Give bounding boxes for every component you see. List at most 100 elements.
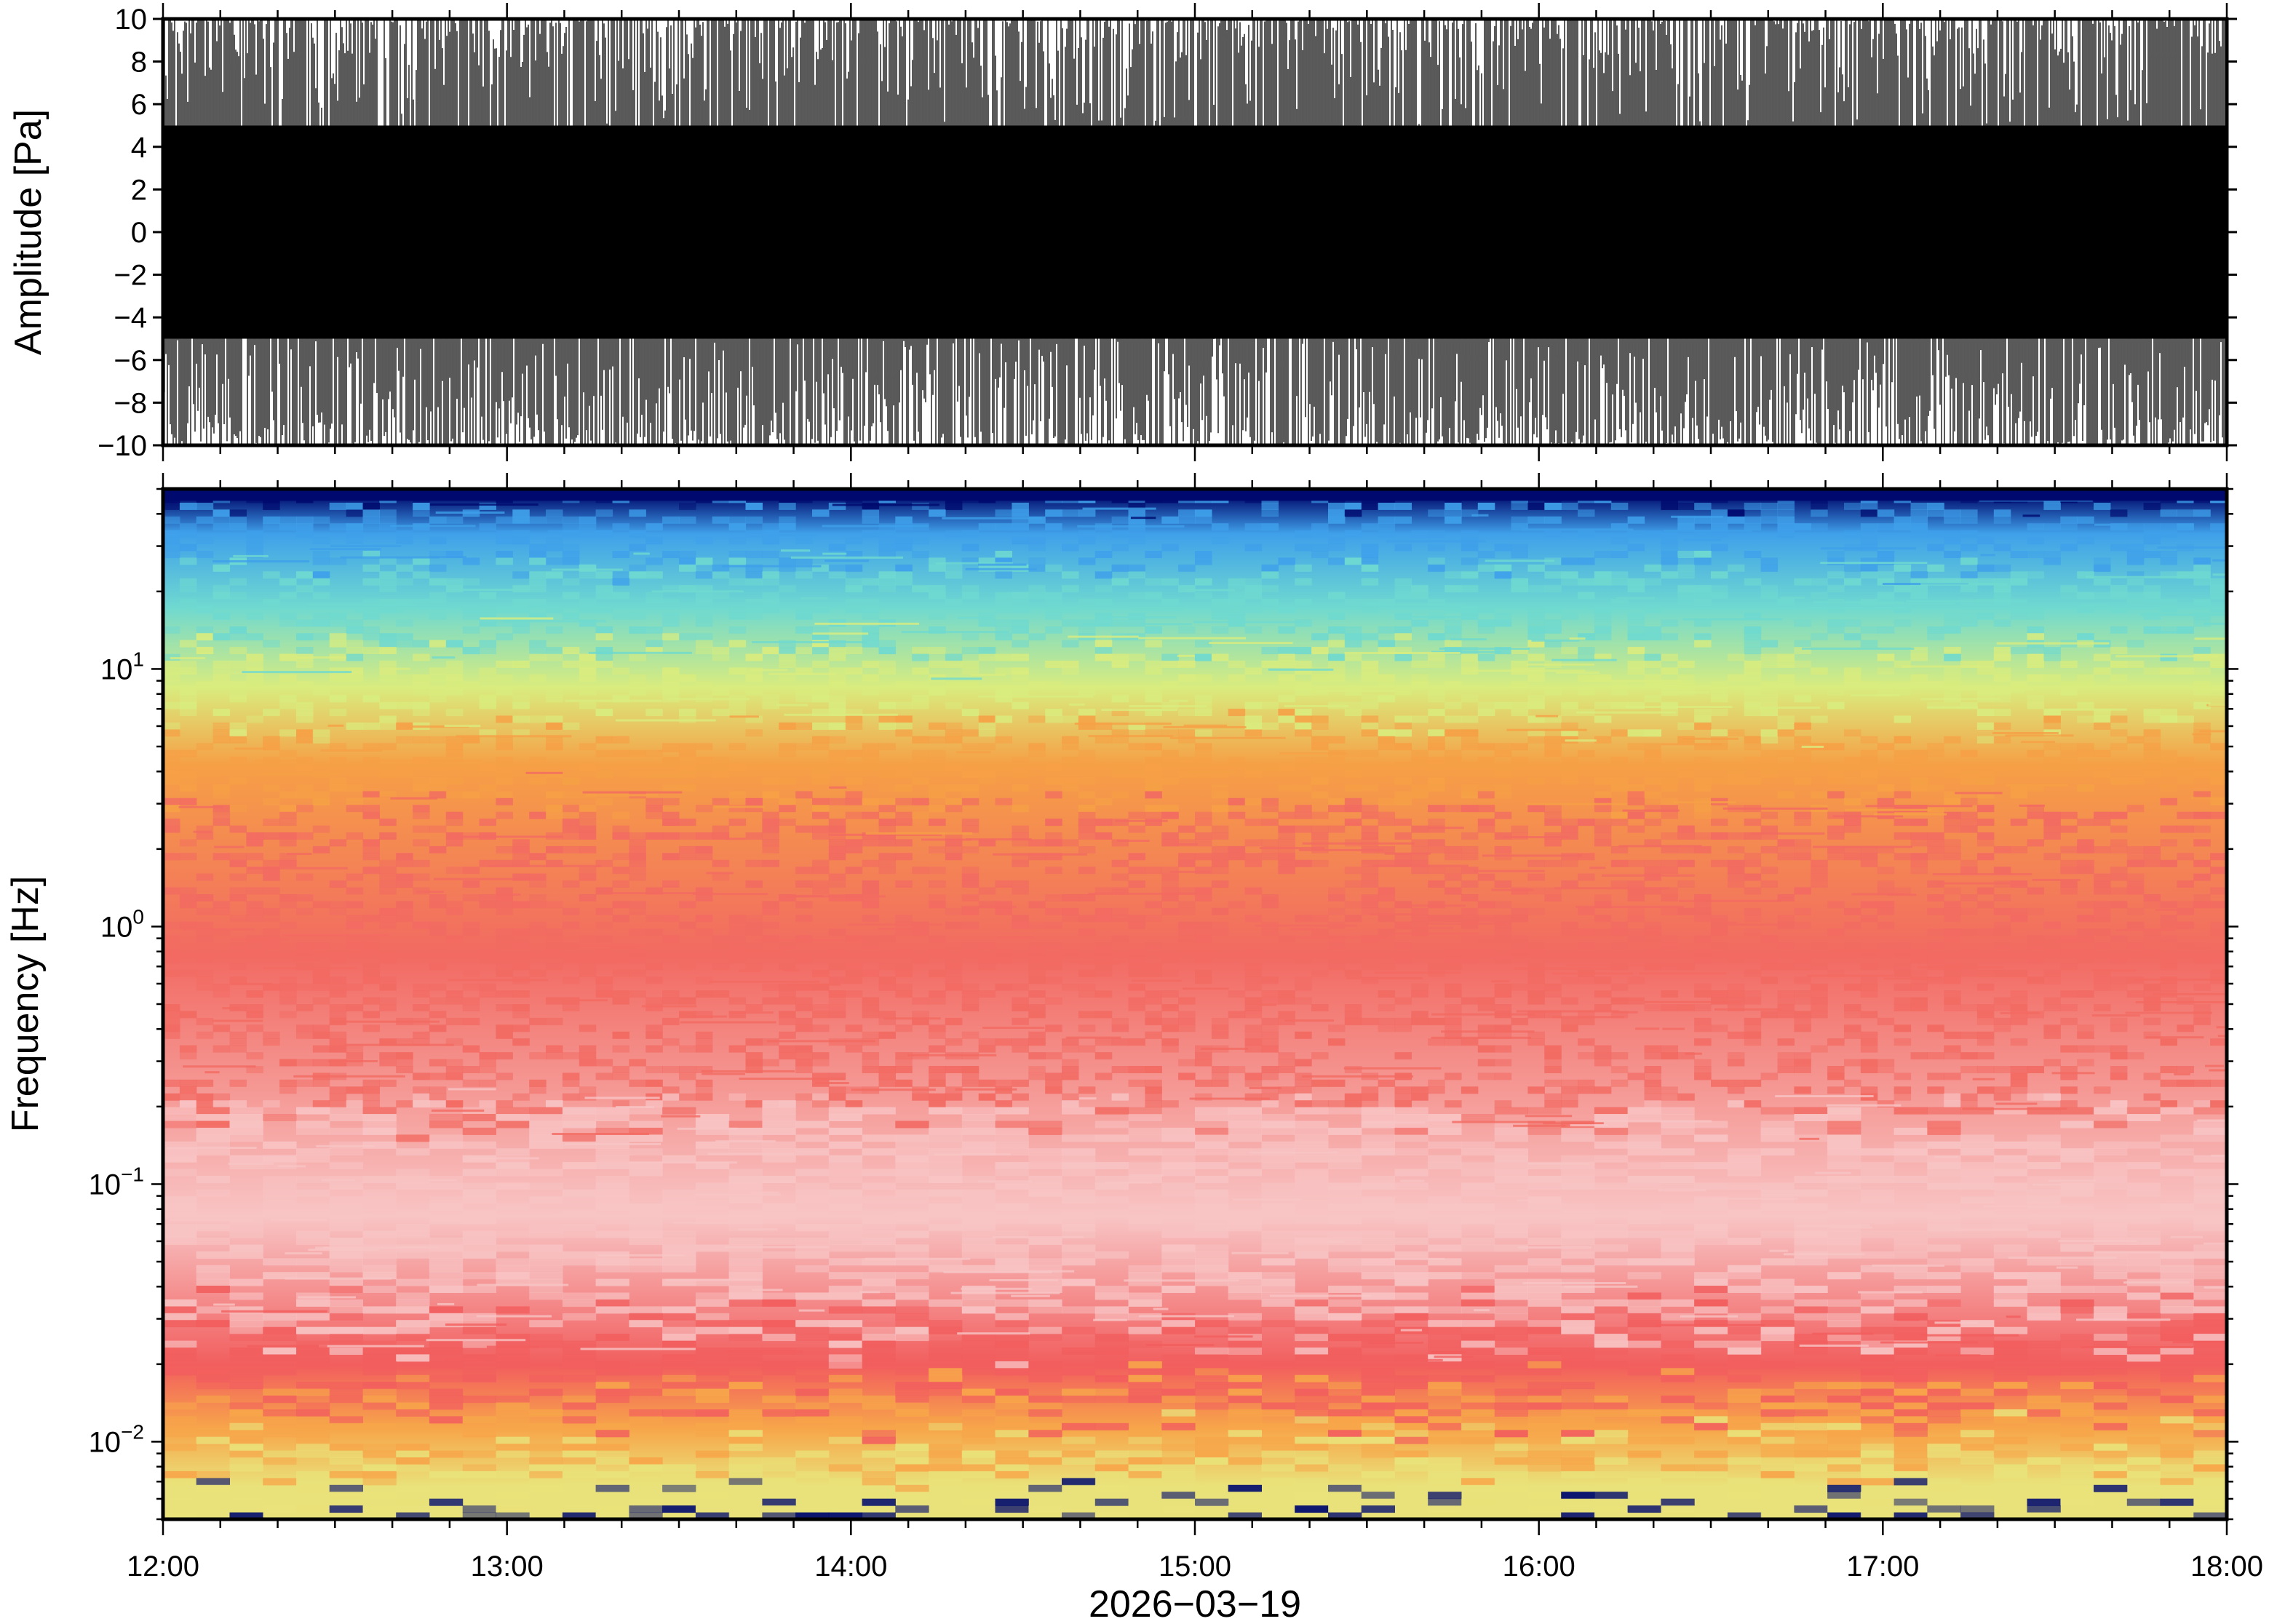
spectrogram-cell bbox=[728, 1272, 763, 1280]
spectrogram-cell bbox=[1677, 674, 1695, 682]
spectrogram-cell bbox=[362, 839, 380, 847]
spectrogram-cell bbox=[745, 502, 763, 510]
spectrogram-cell bbox=[1944, 653, 1961, 661]
spectrogram-cell bbox=[1128, 743, 1145, 751]
spectrogram-cell bbox=[179, 797, 197, 805]
spectrogram-cell bbox=[1927, 784, 1944, 792]
spectrogram-cell bbox=[1744, 990, 1762, 998]
spectrogram-cell bbox=[1012, 997, 1029, 1005]
spectrogram-cell bbox=[396, 537, 413, 545]
spectrogram-cell bbox=[828, 1127, 863, 1135]
spectrogram-cell bbox=[961, 791, 979, 799]
spectrogram-cell bbox=[1644, 867, 1661, 875]
spectrogram-cell bbox=[961, 1141, 996, 1149]
spectrogram-cell bbox=[296, 894, 314, 901]
spectrogram-cell bbox=[1993, 1244, 2028, 1252]
spectrogram-cell bbox=[1944, 935, 1961, 943]
spectrogram-cell bbox=[1445, 640, 1462, 648]
spectrogram-cell bbox=[346, 901, 364, 909]
spectrogram-cell bbox=[795, 1224, 830, 1232]
spectrogram-cell bbox=[929, 819, 946, 827]
spectrogram-cell bbox=[445, 839, 464, 847]
spectrogram-cell bbox=[1927, 530, 1944, 538]
spectrogram-cell bbox=[2077, 1059, 2094, 1067]
spectrogram-cell bbox=[1744, 640, 1762, 648]
spectrogram-cell bbox=[263, 797, 280, 805]
spectrogram-cell bbox=[2126, 557, 2145, 565]
spectrogram-cell bbox=[1128, 1169, 1162, 1177]
spectrogram-cell bbox=[1627, 1272, 1661, 1280]
spectrogram-cell bbox=[179, 523, 197, 531]
spectrogram-cell bbox=[2110, 605, 2128, 613]
spectrogram-cell bbox=[512, 859, 530, 867]
spectrogram-cell bbox=[929, 935, 946, 943]
spectrogram-cell bbox=[1527, 1196, 1562, 1204]
spectrogram-cell bbox=[1062, 1169, 1096, 1177]
spectrogram-cell bbox=[1877, 845, 1895, 853]
spectrogram-cell bbox=[1394, 1217, 1428, 1225]
spectrogram-cell bbox=[1028, 1127, 1062, 1135]
spectrogram-cell bbox=[529, 901, 547, 909]
spectrogram-cell bbox=[1944, 997, 1961, 1005]
spectrogram-cell bbox=[562, 1004, 580, 1011]
spectrogram-cell bbox=[1910, 784, 1928, 792]
spectrogram-cell bbox=[1361, 1093, 1379, 1101]
spectrogram-cell bbox=[595, 633, 613, 641]
spectrogram-cell bbox=[362, 853, 380, 861]
spectrogram-cell bbox=[2210, 887, 2227, 895]
spectrogram-cell bbox=[1794, 887, 1811, 895]
spectrogram-cell bbox=[496, 1114, 530, 1121]
spectrogram-cell bbox=[1976, 736, 1995, 744]
spectrogram-cell bbox=[1760, 749, 1779, 757]
spectrogram-cell bbox=[1594, 805, 1612, 813]
spectrogram-cell bbox=[579, 832, 597, 840]
spectrogram-cell bbox=[1145, 1031, 1162, 1039]
spectrogram-cell bbox=[1261, 1272, 1295, 1280]
spectrogram-cell bbox=[196, 502, 214, 510]
spectrogram-cell bbox=[396, 640, 413, 648]
spectrogram-cell bbox=[1694, 715, 1712, 723]
spectrogram-cell bbox=[2193, 564, 2211, 572]
spectrogram-cell bbox=[1844, 942, 1861, 950]
spectrogram-cell bbox=[429, 688, 447, 696]
spectrogram-cell bbox=[1694, 1272, 1728, 1280]
spectrogram-cell bbox=[462, 921, 480, 929]
spectrogram-cell bbox=[1344, 599, 1362, 606]
spectrogram-cell bbox=[1445, 805, 1462, 813]
spectrogram-cell bbox=[1894, 749, 1912, 757]
spectrogram-cell bbox=[1760, 509, 1779, 517]
spectrogram-cell bbox=[1394, 585, 1412, 593]
spectrogram-cell bbox=[2193, 811, 2211, 819]
spectrogram-cell bbox=[1244, 1004, 1263, 1011]
spectrogram-cell bbox=[1028, 1148, 1062, 1156]
spectrogram-cell bbox=[1960, 1224, 1995, 1232]
spectrogram-cell bbox=[1278, 653, 1295, 661]
spectrogram-cell bbox=[1610, 571, 1629, 579]
spectrogram-cell bbox=[2027, 571, 2044, 579]
spectrogram-cell bbox=[2160, 1258, 2194, 1266]
spectrogram-cell bbox=[1461, 791, 1479, 799]
spectrogram-cell bbox=[1993, 894, 2011, 901]
spectrogram-cell bbox=[1760, 585, 1779, 593]
spectrogram-cell bbox=[196, 516, 214, 524]
spectrogram-cell bbox=[1944, 915, 1961, 923]
spectrogram-cell bbox=[961, 1176, 996, 1183]
spectrogram-cell bbox=[1178, 626, 1196, 634]
spectrogram-cell bbox=[828, 997, 846, 1005]
spectrogram-cell bbox=[1760, 516, 1779, 524]
spectrogram-cell bbox=[795, 1045, 813, 1053]
spectrogram-cell bbox=[496, 1258, 530, 1266]
spectrogram-cell bbox=[413, 873, 430, 881]
spectrogram-cell bbox=[163, 661, 180, 668]
spectrogram-cell bbox=[1960, 969, 1978, 977]
spectrogram-cell bbox=[346, 784, 364, 792]
spectrogram-cell bbox=[895, 1155, 929, 1163]
spectrogram-cell bbox=[1561, 928, 1578, 936]
spectrogram-cell bbox=[296, 949, 314, 957]
spectrogram-cell bbox=[961, 743, 979, 751]
spectrogram-cell bbox=[1744, 928, 1762, 936]
spectrogram-cell bbox=[1760, 935, 1779, 943]
spectrogram-cell bbox=[1794, 907, 1811, 915]
spectrogram-cell bbox=[1527, 736, 1545, 744]
